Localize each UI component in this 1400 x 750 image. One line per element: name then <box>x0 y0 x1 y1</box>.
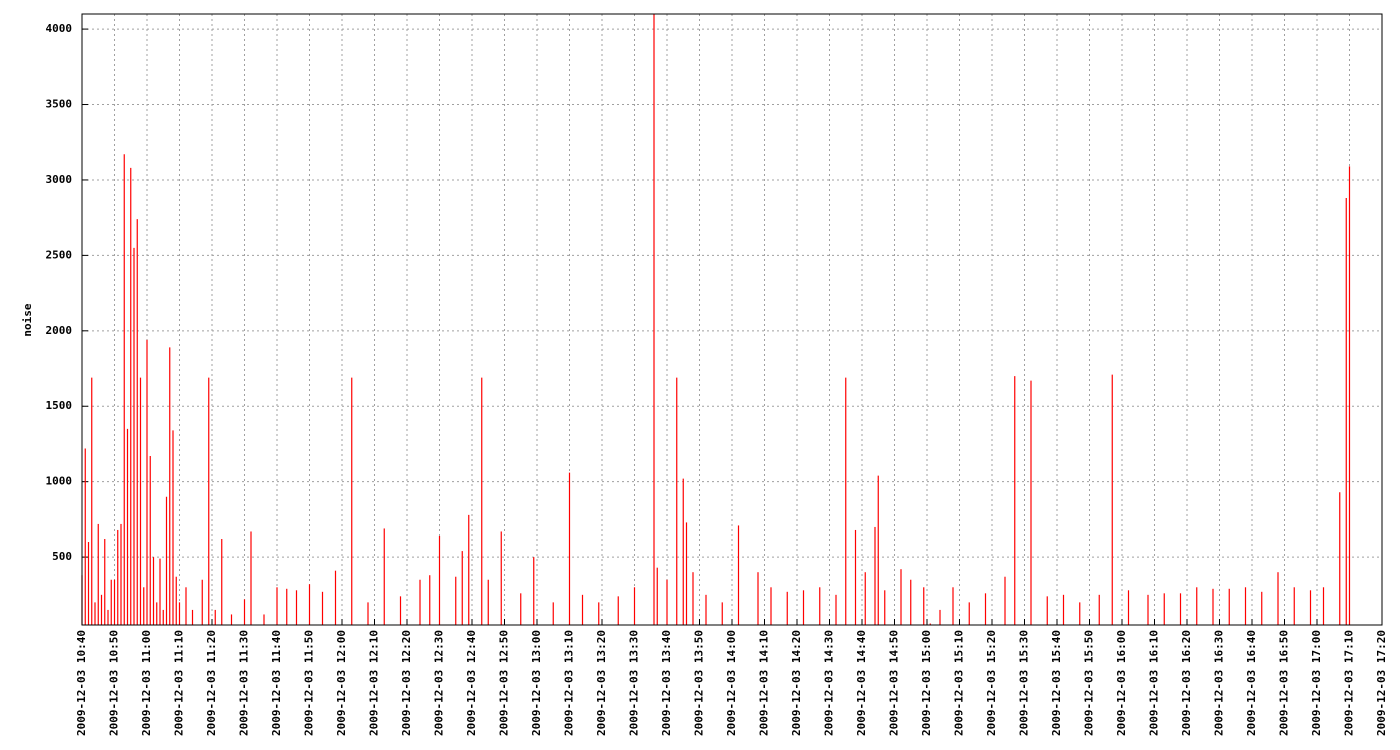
y-tick-label: 2000 <box>46 324 73 337</box>
y-tick-label: 1000 <box>46 475 73 488</box>
x-tick-label: 2009-12-03 16:10 <box>1148 630 1161 736</box>
x-tick-label: 2009-12-03 17:20 <box>1375 630 1388 736</box>
x-tick-label: 2009-12-03 11:20 <box>205 630 218 736</box>
x-tick-label: 2009-12-03 15:50 <box>1083 630 1096 736</box>
y-tick-label: 3500 <box>46 98 73 111</box>
x-tick-label: 2009-12-03 14:40 <box>855 630 868 736</box>
x-tick-label: 2009-12-03 16:50 <box>1278 630 1291 736</box>
x-tick-label: 2009-12-03 14:00 <box>725 630 738 736</box>
x-tick-label: 2009-12-03 12:50 <box>498 630 511 736</box>
y-tick-label: 3000 <box>46 173 73 186</box>
x-tick-label: 2009-12-03 16:40 <box>1245 630 1258 736</box>
x-tick-label: 2009-12-03 12:10 <box>368 630 381 736</box>
x-tick-label: 2009-12-03 14:20 <box>790 630 803 736</box>
x-tick-label: 2009-12-03 14:10 <box>758 630 771 736</box>
x-tick-label: 2009-12-03 17:00 <box>1310 630 1323 736</box>
x-tick-label: 2009-12-03 12:30 <box>433 630 446 736</box>
x-tick-label: 2009-12-03 11:30 <box>238 630 251 736</box>
y-tick-label: 500 <box>52 550 72 563</box>
x-tick-label: 2009-12-03 11:40 <box>270 630 283 736</box>
x-tick-label: 2009-12-03 10:50 <box>108 630 121 736</box>
y-tick-label: 4000 <box>46 22 73 35</box>
x-tick-label: 2009-12-03 12:20 <box>400 630 413 736</box>
x-tick-label: 2009-12-03 14:50 <box>888 630 901 736</box>
x-tick-label: 2009-12-03 16:20 <box>1180 630 1193 736</box>
x-tick-label: 2009-12-03 11:00 <box>140 630 153 736</box>
x-tick-label: 2009-12-03 13:10 <box>563 630 576 736</box>
x-tick-label: 2009-12-03 15:30 <box>1018 630 1031 736</box>
x-tick-label: 2009-12-03 15:00 <box>920 630 933 736</box>
x-tick-label: 2009-12-03 13:00 <box>530 630 543 736</box>
x-tick-label: 2009-12-03 11:50 <box>303 630 316 736</box>
x-tick-label: 2009-12-03 12:40 <box>465 630 478 736</box>
x-tick-label: 2009-12-03 16:30 <box>1213 630 1226 736</box>
plot-frame <box>81 13 1383 626</box>
y-tick-label: 1500 <box>46 399 73 412</box>
x-tick-label: 2009-12-03 13:30 <box>628 630 641 736</box>
x-tick-label: 2009-12-03 12:00 <box>335 630 348 736</box>
x-tick-label: 2009-12-03 15:10 <box>953 630 966 736</box>
y-axis-label: noise <box>21 303 34 336</box>
x-tick-label: 2009-12-03 17:10 <box>1343 630 1356 736</box>
x-tick-label: 2009-12-03 11:10 <box>173 630 186 736</box>
x-tick-label: 2009-12-03 14:30 <box>823 630 836 736</box>
x-tick-label: 2009-12-03 13:20 <box>595 630 608 736</box>
y-tick-label: 2500 <box>46 248 73 261</box>
x-tick-label: 2009-12-03 15:20 <box>985 630 998 736</box>
x-tick-label: 2009-12-03 16:00 <box>1115 630 1128 736</box>
x-tick-label: 2009-12-03 13:50 <box>693 630 706 736</box>
x-tick-label: 2009-12-03 10:40 <box>75 630 88 736</box>
x-tick-label: 2009-12-03 15:40 <box>1050 630 1063 736</box>
x-tick-label: 2009-12-03 13:40 <box>660 630 673 736</box>
